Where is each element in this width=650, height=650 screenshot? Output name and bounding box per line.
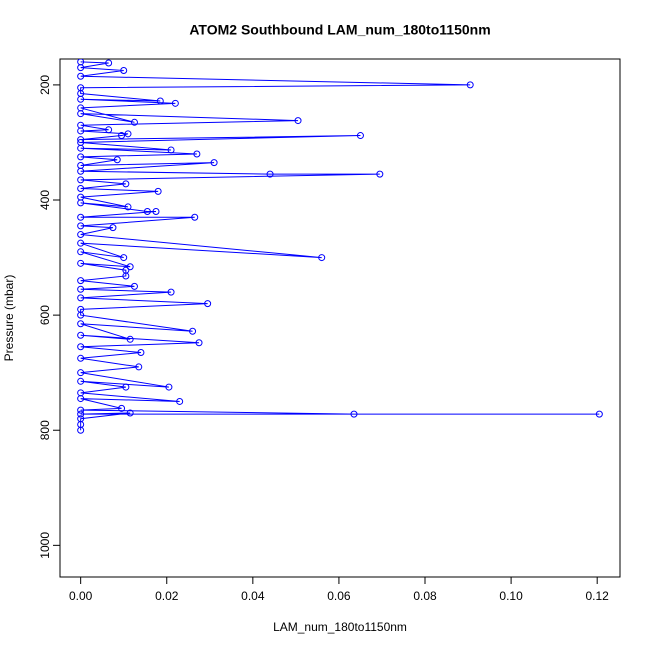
data-point <box>77 213 85 221</box>
data-point <box>77 136 85 144</box>
data-point <box>77 167 85 175</box>
data-point <box>167 288 175 296</box>
data-point <box>130 118 138 126</box>
x-tick-label: 0.02 <box>155 589 179 603</box>
data-point <box>266 170 274 178</box>
data-point <box>77 377 85 385</box>
data-point <box>122 272 130 280</box>
data-point <box>189 327 197 335</box>
data-point <box>77 127 85 135</box>
chart-title: ATOM2 Southbound LAM_num_180to1150nm <box>189 22 490 38</box>
plot-area <box>77 59 603 434</box>
data-point <box>77 426 85 434</box>
data-point <box>195 339 203 347</box>
data-point <box>204 300 212 308</box>
data-point <box>356 132 364 140</box>
plot-frame <box>59 58 621 578</box>
data-point <box>77 64 85 72</box>
data-point <box>77 406 85 414</box>
data-point <box>77 369 85 377</box>
data-point <box>105 126 113 134</box>
data-point <box>176 397 184 405</box>
x-tick-label: 0.08 <box>413 589 437 603</box>
data-point <box>77 153 85 161</box>
data-point <box>77 185 85 192</box>
data-point <box>122 383 130 391</box>
data-point <box>466 81 474 89</box>
data-point <box>191 213 199 221</box>
data-point <box>77 331 85 339</box>
data-point <box>77 354 85 362</box>
data-point <box>77 144 85 152</box>
data-point <box>105 59 113 67</box>
data-point <box>294 117 302 125</box>
data-point <box>77 222 85 230</box>
y-tick-label: 1000 <box>38 532 52 559</box>
y-tick-label: 400 <box>38 190 52 210</box>
x-axis-label: LAM_num_180to1150nm <box>273 620 407 634</box>
data-point <box>135 363 143 371</box>
data-point <box>77 294 85 302</box>
data-point <box>595 410 603 418</box>
data-point <box>77 259 85 267</box>
data-point <box>171 99 179 107</box>
data-point <box>124 203 132 211</box>
data-point <box>120 67 128 75</box>
data-point <box>126 335 134 343</box>
data-point <box>165 383 173 391</box>
data-point <box>77 277 85 285</box>
y-axis-label: Pressure (mbar) <box>2 275 16 362</box>
data-point <box>77 239 85 247</box>
data-point <box>126 263 134 271</box>
data-point <box>77 285 85 293</box>
x-tick-label: 0.06 <box>327 589 351 603</box>
data-point <box>77 410 85 418</box>
data-point <box>122 180 130 188</box>
data-point <box>210 159 218 167</box>
data-point <box>77 395 85 403</box>
data-point <box>77 343 85 351</box>
data-point <box>113 156 121 164</box>
data-point <box>376 170 384 178</box>
data-point <box>124 130 132 138</box>
data-point <box>77 176 85 184</box>
x-tick-label: 0.04 <box>241 589 265 603</box>
data-point <box>167 146 175 154</box>
data-point <box>109 224 117 232</box>
data-point <box>154 187 162 195</box>
data-point <box>126 409 134 417</box>
data-point <box>77 72 85 80</box>
data-point <box>120 254 128 262</box>
data-point <box>77 248 85 256</box>
data-point <box>77 199 85 207</box>
x-tick-label: 0.00 <box>69 589 93 603</box>
data-point <box>193 150 201 158</box>
data-point <box>156 97 164 105</box>
y-tick-label: 200 <box>38 75 52 95</box>
series-line <box>80 61 600 431</box>
data-point <box>77 231 85 239</box>
data-point <box>130 282 138 290</box>
y-tick-label: 800 <box>38 420 52 440</box>
data-point <box>77 95 85 103</box>
y-tick-label: 600 <box>38 305 52 325</box>
data-point <box>350 410 358 418</box>
data-point <box>152 208 160 216</box>
data-point <box>77 110 85 118</box>
data-point <box>77 320 85 328</box>
data-point <box>77 311 85 319</box>
x-tick-label: 0.10 <box>499 589 523 603</box>
data-point <box>318 254 326 262</box>
data-point <box>118 404 126 412</box>
data-point <box>143 208 151 216</box>
x-tick-label: 0.12 <box>586 589 610 603</box>
data-point <box>118 132 126 140</box>
data-point <box>137 349 145 357</box>
